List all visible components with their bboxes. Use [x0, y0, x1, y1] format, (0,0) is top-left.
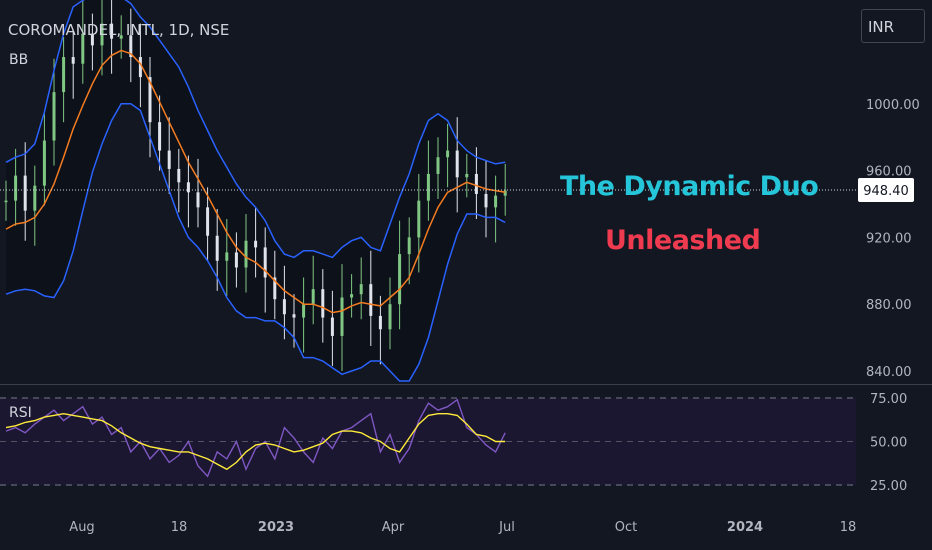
rsi-indicator-label[interactable]: RSI [9, 405, 32, 421]
candle-body [417, 200, 421, 238]
candle-body [426, 173, 430, 201]
candle-body [81, 33, 85, 64]
price-pane[interactable] [0, 0, 856, 382]
candle-body [474, 173, 478, 194]
price-tick-label: 1000.00 [866, 98, 920, 113]
candle-body [119, 35, 123, 39]
candle-body [359, 284, 363, 295]
candle-body [282, 299, 286, 315]
time-tick-label: Apr [382, 520, 405, 535]
candle-body [388, 304, 392, 330]
candle-body [71, 57, 75, 64]
bollinger-upper-line [5, 0, 506, 259]
candle-body [42, 140, 46, 186]
rsi-tick-label: 50.00 [870, 436, 907, 451]
candle-body [234, 252, 238, 268]
candle-body [350, 294, 354, 298]
candle-body [158, 122, 162, 151]
candle-body [215, 235, 219, 261]
rsi-tick-label: 75.00 [870, 392, 907, 407]
bollinger-indicator-label[interactable]: BB [9, 52, 29, 68]
headline-line-1: The Dynamic Duo [560, 171, 819, 202]
price-tick-label: 840.00 [866, 365, 912, 380]
candle-body [148, 77, 152, 123]
time-tick-label: Oct [615, 520, 637, 535]
candle-body [263, 247, 267, 278]
candle-body [455, 150, 459, 178]
candle-body [167, 150, 171, 169]
candle-body [330, 317, 334, 336]
last-price-tag: 948.40 [858, 177, 914, 202]
time-tick-label: Aug [69, 520, 94, 535]
candle-body [369, 284, 373, 316]
candle-body [398, 254, 402, 305]
candle-body [244, 240, 248, 268]
symbol-title[interactable]: COROMANDEL, INTL, 1D, NSE [8, 21, 230, 39]
rsi-axis[interactable]: 75.00 50.00 25.00 [870, 392, 907, 494]
candle-body [311, 289, 315, 305]
candle-body [186, 182, 190, 193]
time-tick-label: 2023 [258, 520, 294, 535]
rsi-band-background [0, 398, 856, 485]
bollinger-band-fill [6, 0, 506, 381]
candle-body [340, 297, 344, 336]
candle-body [484, 193, 488, 208]
candles [4, 0, 507, 371]
last-price-tag-value: 948.40 [863, 184, 909, 199]
bollinger-basis-line [5, 49, 506, 314]
candle-body [225, 252, 229, 261]
candle-body [62, 57, 66, 93]
candle-body [196, 192, 200, 208]
headline-line-2: Unleashed [605, 225, 761, 256]
bollinger-lower-line [5, 103, 506, 382]
time-tick-label: Jul [498, 520, 515, 535]
candle-body [494, 195, 498, 208]
candle-body [138, 57, 142, 78]
price-tick-label: 920.00 [866, 231, 912, 246]
candle-body [302, 304, 306, 318]
candle-body [378, 315, 382, 330]
candle-body [321, 289, 325, 318]
candle-body [23, 175, 27, 211]
candle-body [254, 240, 258, 248]
rsi-pane[interactable] [0, 397, 856, 486]
candle-body [90, 33, 94, 46]
time-axis[interactable]: Aug 18 2023 Apr Jul Oct 2024 18 [69, 520, 856, 535]
price-tick-label: 880.00 [866, 298, 912, 313]
candle-body [4, 200, 8, 203]
candle-body [177, 168, 181, 183]
candle-body [503, 190, 507, 196]
candle-body [446, 150, 450, 158]
candle-body [206, 207, 210, 236]
time-tick-label: 18 [840, 520, 857, 535]
candle-body [129, 35, 133, 58]
currency-selector[interactable]: INR [861, 9, 925, 43]
candle-body [465, 173, 469, 178]
time-tick-label: 2024 [727, 520, 763, 535]
candle-body [407, 237, 411, 255]
candle-body [52, 92, 56, 141]
rsi-tick-label: 25.00 [870, 479, 907, 494]
candle-body [33, 185, 37, 211]
candle-body [14, 175, 18, 201]
last-price-tag-box [858, 177, 914, 202]
rsi-moving-average-line [5, 412, 506, 471]
candle-body [292, 314, 296, 318]
candle-body [100, 23, 104, 46]
candle-body [436, 157, 440, 174]
candle-body [110, 23, 114, 39]
time-tick-label: 18 [171, 520, 188, 535]
candle-body [273, 277, 277, 300]
price-tick-label: 960.00 [866, 165, 912, 180]
